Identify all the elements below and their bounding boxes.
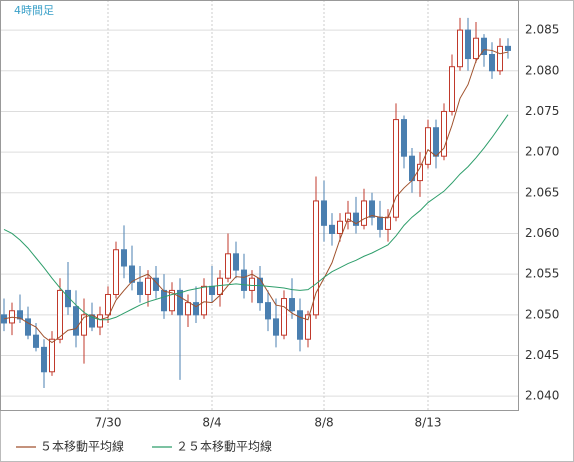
candle-body (481, 37, 487, 56)
candle-body (313, 200, 319, 316)
legend-label: ２５本移動平均線 (176, 439, 272, 454)
candle-body (425, 127, 431, 165)
y-tick-label: 2.050 (525, 307, 559, 321)
candle-body (377, 216, 383, 230)
candle-body (369, 200, 375, 218)
candle-body (233, 253, 239, 271)
candle-body (17, 310, 23, 320)
candle-body (265, 302, 271, 320)
candle-body (241, 269, 247, 291)
candle-body (33, 334, 39, 348)
candle-body (353, 212, 359, 226)
candle-body (449, 66, 455, 112)
candle-body (129, 265, 135, 283)
candle-body (489, 54, 495, 72)
candle-body (393, 119, 399, 218)
y-tick-label: 2.080 (525, 63, 559, 77)
candle-body (169, 289, 175, 312)
candle-body (153, 277, 159, 291)
candle-body (321, 200, 327, 226)
legend-label: ５本移動平均線 (40, 439, 124, 454)
candle-body (209, 285, 215, 295)
candle-body (257, 277, 263, 304)
y-tick-label: 2.055 (525, 267, 559, 281)
y-tick-label: 2.045 (525, 348, 559, 362)
candle-body (113, 249, 119, 295)
candle-body (137, 281, 143, 295)
candle-body (25, 318, 31, 336)
candle-body (177, 289, 183, 316)
candle-body (385, 216, 391, 230)
plot-border (0, 0, 519, 411)
x-tick-label: 7/30 (95, 416, 122, 430)
candle-body (401, 119, 407, 157)
candle-body (81, 314, 87, 336)
y-tick-label: 2.070 (525, 145, 559, 159)
y-tick-label: 2.040 (525, 389, 559, 403)
candle-body (105, 293, 111, 316)
candle-body (97, 314, 103, 328)
candle-body (289, 298, 295, 312)
candle-body (441, 110, 447, 157)
plot (1, 17, 511, 389)
candle-body (433, 127, 439, 157)
candle-body (161, 289, 167, 312)
candle-body (193, 302, 199, 316)
candle-body (297, 310, 303, 340)
candle-body (337, 220, 343, 234)
candle-body (217, 277, 223, 295)
candle-body (65, 289, 71, 308)
candle-body (505, 45, 511, 51)
candle-body (345, 212, 351, 222)
legend: ５本移動平均線 ２５本移動平均線 (16, 439, 272, 454)
candle-body (57, 289, 63, 340)
chart-title: 4時間足 (14, 4, 54, 17)
candle-body (497, 45, 503, 72)
ma-line (3, 114, 509, 321)
y-tick-label: 2.075 (525, 104, 559, 118)
candle-body (361, 200, 367, 226)
x-tick-label: 8/8 (314, 416, 333, 430)
candle-body (249, 277, 255, 291)
candle-body (73, 306, 79, 336)
x-tick-label: 8/4 (202, 416, 221, 430)
candle-body (473, 37, 479, 60)
candle-body (273, 318, 279, 336)
candle-body (49, 338, 55, 373)
candle-body (41, 346, 47, 373)
candle-body (201, 285, 207, 316)
candle-body (281, 298, 287, 336)
candle-body (145, 277, 151, 295)
candle-body (185, 302, 191, 316)
y-tick-label: 2.065 (525, 185, 559, 199)
candle-body (465, 29, 471, 60)
candle-body (121, 249, 127, 267)
candle-body (329, 224, 335, 234)
x-tick-label: 8/13 (415, 416, 442, 430)
candle-body (225, 253, 231, 279)
candle-body (305, 314, 311, 340)
y-tick-label: 2.085 (525, 23, 559, 37)
ma-line (3, 49, 509, 344)
candle-body (457, 29, 463, 68)
y-tick-label: 2.060 (525, 226, 559, 240)
